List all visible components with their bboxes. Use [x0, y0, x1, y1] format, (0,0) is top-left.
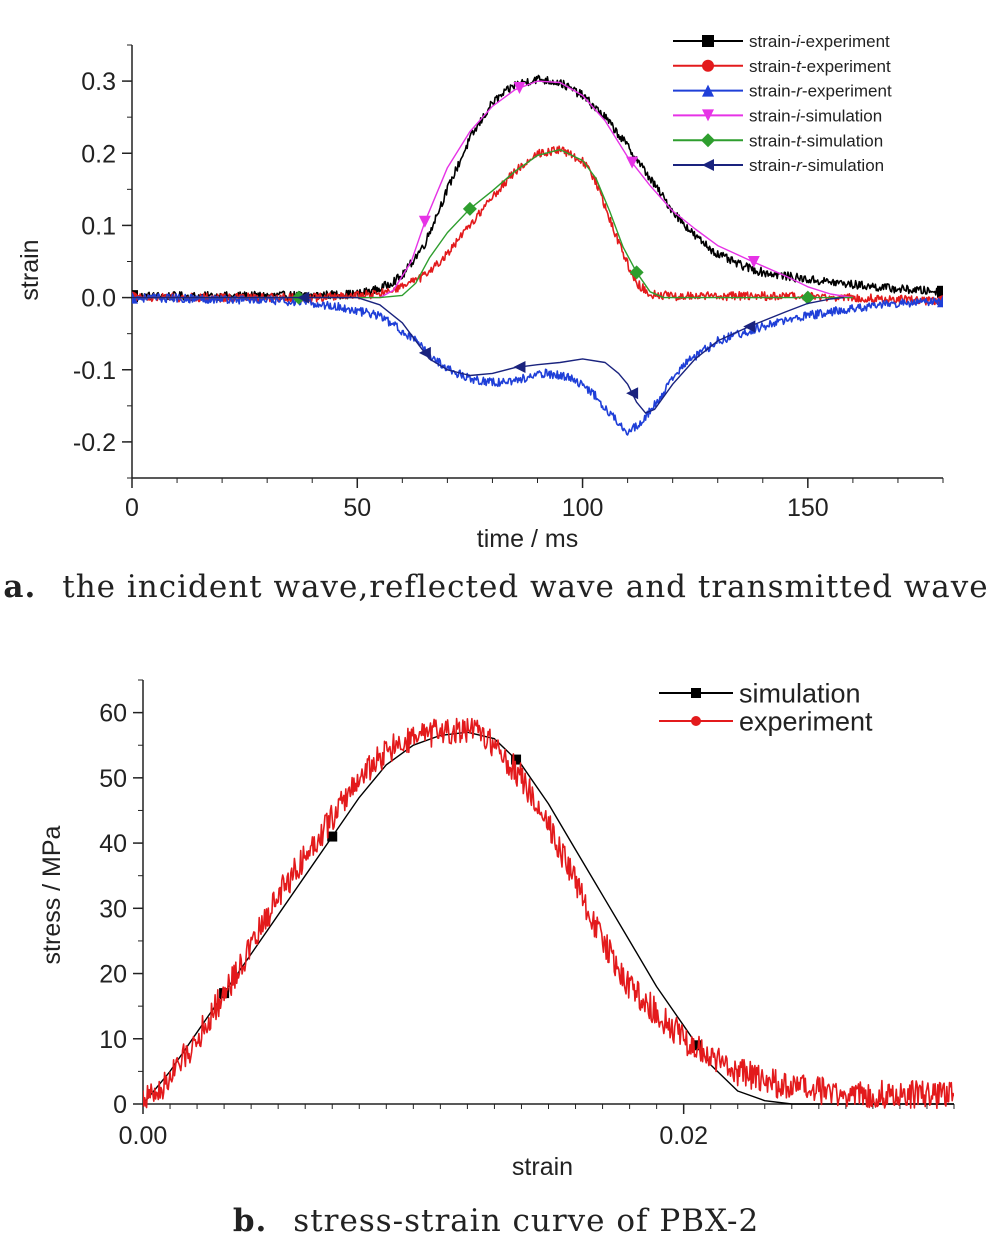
y-tick-label: 60: [99, 700, 127, 728]
marker-strain-i-simulation: [418, 215, 431, 228]
legend-marker-strain-t-experiment: [702, 59, 714, 72]
y-tick-label: 0.3: [81, 68, 116, 96]
legend-label-strain-i-simulation: strain-i-simulation: [749, 107, 882, 126]
y-tick-label: -0.1: [73, 357, 116, 385]
legend-label-simulation: simulation: [739, 679, 861, 709]
series-line-simulation: [143, 731, 954, 1105]
legend: strain-i-experiment strain-t-experiment st…: [673, 32, 892, 175]
marker-simulation: [327, 831, 338, 842]
legend-marker-strain-r-simulation: [702, 159, 714, 171]
marker-strain-t-simulation: [800, 290, 815, 305]
marker-strain-r-simulation: [626, 387, 639, 400]
marker-strain-r-simulation: [418, 346, 431, 359]
y-tick-label: 0.2: [81, 140, 116, 168]
legend-marker-strain-i-simulation: [702, 109, 714, 122]
marker-simulation: [692, 1040, 703, 1051]
y-tick-label: 20: [99, 961, 127, 989]
legend-label-strain-r-simulation: strain-r-simulation: [749, 156, 884, 175]
marker-strain-r-simulation: [513, 361, 526, 374]
y-tick-label: 10: [99, 1026, 127, 1054]
marker-strain-i-simulation: [747, 256, 760, 269]
x-tick-label: 100: [562, 494, 604, 522]
marker-strain-r-simulation: [743, 320, 756, 333]
caption-a: a. the incident wave,reflected wave and t…: [0, 569, 992, 605]
plot-area: [143, 717, 954, 1109]
plot-area: [132, 74, 943, 436]
marker-strain-i-simulation: [626, 156, 639, 169]
y-axis-label: strain: [16, 239, 44, 300]
x-tick-label: 150: [787, 494, 829, 522]
series-line-strain-t-simulation: [132, 148, 853, 299]
marker-simulation: [511, 754, 522, 765]
y-tick-label: -0.2: [73, 429, 116, 457]
marker-strain-r-simulation: [297, 291, 310, 304]
marker-strain-i-experiment: [937, 285, 943, 298]
series-line-strain-r-simulation: [132, 296, 844, 414]
legend-marker-strain-i-experiment: [702, 35, 714, 47]
y-tick-label: 0.0: [81, 285, 116, 313]
series-line-strain-i-simulation: [132, 80, 854, 299]
legend-marker-strain-r-experiment: [702, 84, 714, 97]
marker-strain-t-simulation: [462, 201, 477, 216]
y-tick-label: 0.1: [81, 212, 116, 240]
caption-b: b. stress-strain curve of PBX-2: [0, 1203, 992, 1239]
legend-marker-simulation: [691, 688, 701, 698]
legend-label-strain-i-experiment: strain-i-experiment: [749, 32, 890, 51]
x-tick-label: 0.00: [119, 1122, 168, 1150]
y-tick-label: 0: [113, 1091, 127, 1119]
marker-strain-i-simulation: [513, 82, 526, 95]
marker-strain-t-simulation: [629, 265, 644, 280]
x-axis-label: time / ms: [477, 525, 578, 553]
x-axis-label: strain: [512, 1153, 573, 1181]
legend-label-experiment: experiment: [739, 707, 873, 737]
legend-label-strain-t-simulation: strain-t-simulation: [749, 131, 883, 150]
caption-a-label: a.: [3, 569, 37, 605]
x-tick-label: 50: [343, 494, 371, 522]
legend-label-strain-t-experiment: strain-t-experiment: [749, 57, 891, 76]
marker-strain-r-experiment: [937, 295, 943, 308]
legend-marker-experiment: [691, 716, 701, 726]
series-line-strain-i-experiment: [132, 74, 943, 302]
x-tick-label: 0: [125, 494, 139, 522]
legend-marker-strain-t-simulation: [701, 133, 715, 148]
y-axis-label: stress / MPa: [38, 825, 66, 964]
y-tick-label: 30: [99, 895, 127, 923]
y-tick-label: 40: [99, 830, 127, 858]
caption-a-text: the incident wave,reflected wave and tra…: [62, 569, 989, 605]
legend-label-strain-r-experiment: strain-r-experiment: [749, 82, 892, 101]
caption-b-label: b.: [232, 1203, 268, 1239]
chart-b: 0.00 0.02 0 10 20 30 40 50 60 strain stress / MPa s…: [38, 679, 955, 1181]
y-tick-label: 50: [99, 765, 127, 793]
caption-b-text: stress-strain curve of PBX-2: [293, 1203, 760, 1239]
x-tick-label: 0.02: [659, 1122, 708, 1150]
series-line-experiment: [143, 717, 954, 1109]
chart-a: 0 50 100 150 0.3 0.2 0.1 0.0 -0.1 -0.2 time / ms st…: [16, 32, 944, 553]
